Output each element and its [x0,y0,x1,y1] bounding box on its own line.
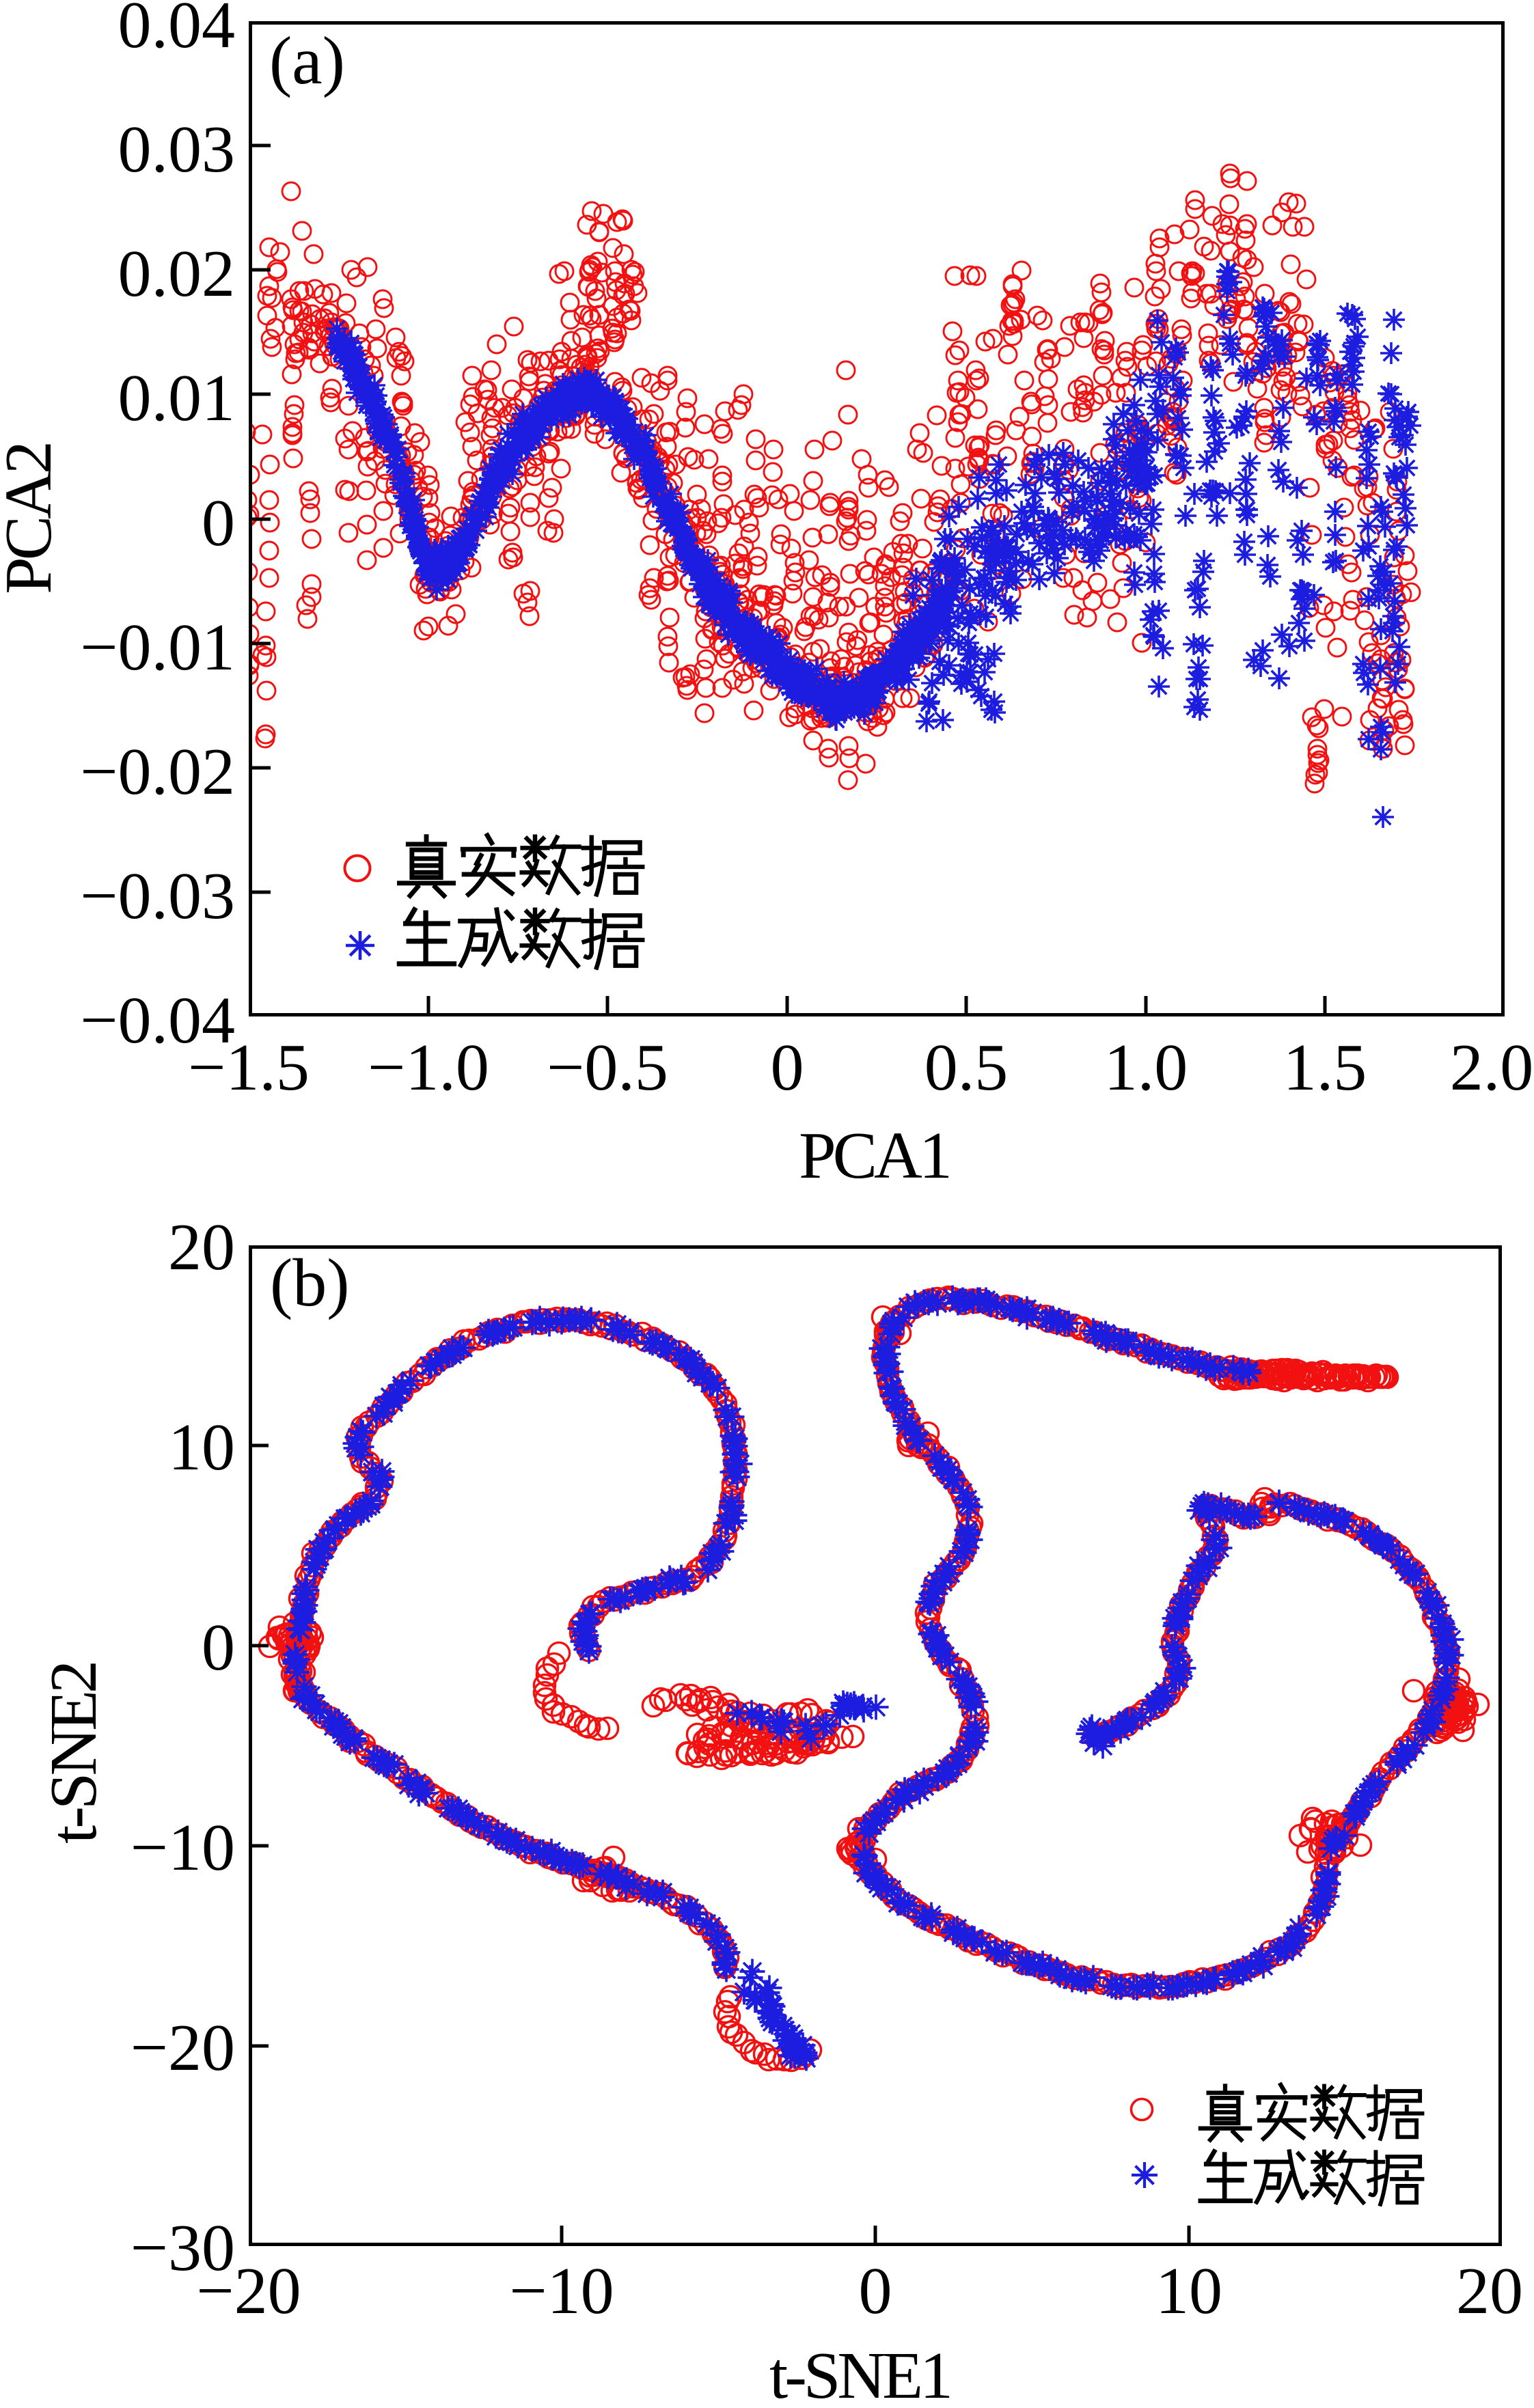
svg-text:−1.5: −1.5 [188,1031,310,1105]
svg-text:0: 0 [859,2254,892,2328]
svg-text:(b): (b) [270,1245,350,1320]
svg-text:−0.03: −0.03 [80,859,235,933]
svg-text:0.03: 0.03 [118,113,236,186]
svg-text:−0.01: −0.01 [80,611,235,684]
svg-text:−0.04: −0.04 [80,984,235,1057]
svg-text:−20: −20 [196,2254,301,2328]
svg-text:0: 0 [202,1611,235,1685]
svg-text:0: 0 [202,486,235,560]
svg-text:−30: −30 [131,2211,235,2285]
svg-text:0.02: 0.02 [118,237,236,311]
svg-text:−10: −10 [509,2254,614,2328]
svg-text:PCA1: PCA1 [799,1119,949,1193]
svg-text:−0.5: −0.5 [547,1031,668,1105]
svg-text:0.04: 0.04 [118,0,236,62]
svg-text:0: 0 [771,1031,804,1105]
svg-text:10: 10 [168,1411,235,1484]
svg-text:t-SNE2: t-SNE2 [37,1663,111,1844]
svg-text:−1.0: −1.0 [368,1031,489,1105]
svg-text:10: 10 [1155,2254,1222,2328]
svg-text:−0.02: −0.02 [80,735,235,809]
svg-text:20: 20 [1456,2254,1523,2328]
svg-text:−10: −10 [131,1811,235,1885]
svg-text:PCA2: PCA2 [0,444,66,594]
svg-text:20: 20 [168,1210,235,1284]
svg-text:0.01: 0.01 [118,361,236,435]
svg-text:t-SNE1: t-SNE1 [769,2339,950,2405]
svg-text:2.0: 2.0 [1450,1031,1534,1105]
svg-text:0.5: 0.5 [924,1031,1009,1105]
svg-text:1.0: 1.0 [1104,1031,1188,1105]
svg-text:(a): (a) [269,23,345,98]
svg-text:−20: −20 [131,2011,235,2085]
svg-text:1.5: 1.5 [1283,1031,1367,1105]
